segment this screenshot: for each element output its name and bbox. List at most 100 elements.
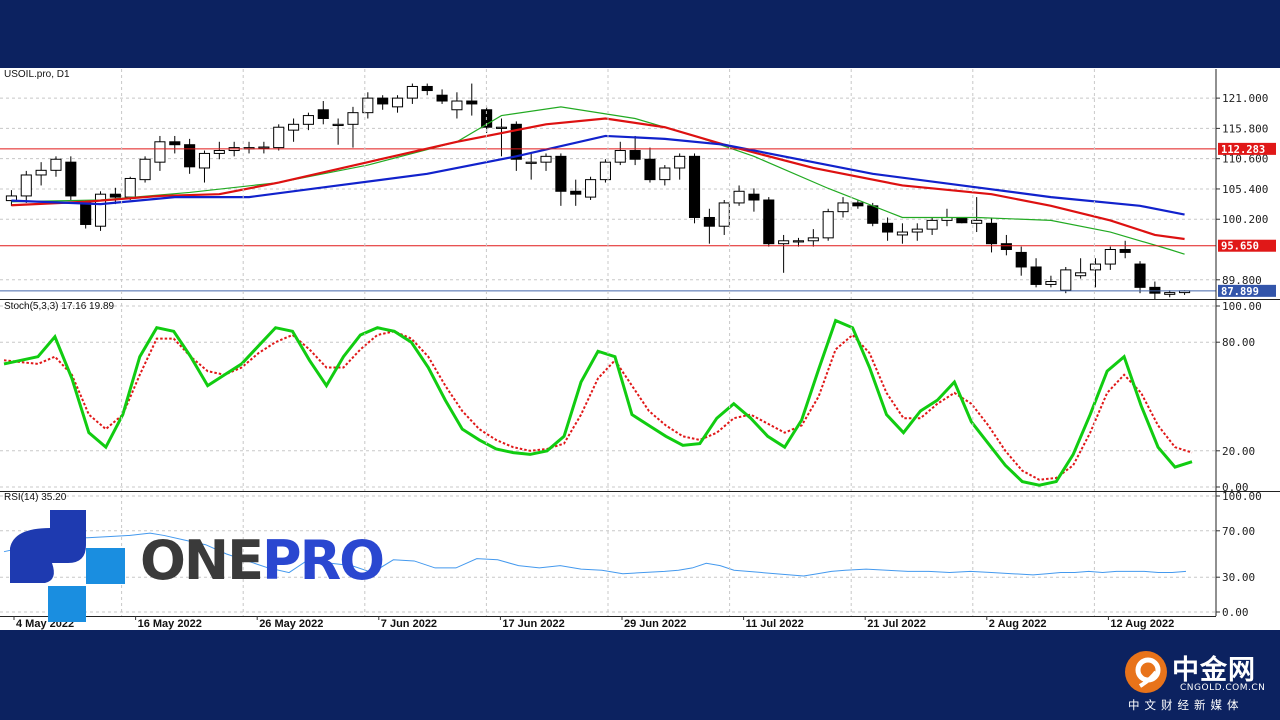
level-label: 87.899 (1221, 286, 1259, 298)
candle-body (644, 158, 656, 181)
price-tick-label: 110.600 (1222, 153, 1268, 166)
chart-background (0, 68, 1280, 630)
x-tick-label: 21 Jul 2022 (867, 618, 926, 630)
candle-body (956, 216, 968, 224)
cngold-domain: CNGOLD.COM.CN (1180, 683, 1266, 693)
x-tick-label: 11 Jul 2022 (746, 618, 804, 630)
candle-body (436, 94, 448, 102)
candle-body (35, 169, 47, 176)
candle-body (377, 97, 389, 105)
candle-body (406, 85, 418, 99)
candle-body (5, 195, 17, 202)
stoch-signal-line (3, 330, 1193, 481)
x-tick-label: 2 Aug 2022 (989, 618, 1047, 630)
cngold-logo-icon (1125, 651, 1167, 693)
cngold-name: 中金网 (1172, 655, 1256, 686)
moving-average-line (11, 134, 1185, 216)
x-tick-label: 29 Jun 2022 (624, 618, 686, 630)
candle-body (421, 85, 433, 92)
x-tick-label: 7 Jun 2022 (381, 618, 437, 630)
candle-body (154, 141, 166, 163)
candle-body (1045, 281, 1057, 285)
candle-body (94, 193, 107, 227)
candle-body (288, 123, 300, 131)
candle-body (525, 161, 537, 164)
candle-body (822, 211, 834, 239)
level-label: 112.283 (1221, 144, 1265, 156)
rsi-tick-label: 0.00 (1222, 606, 1249, 619)
candle-body (391, 97, 404, 108)
candle-body (347, 112, 359, 125)
rsi-tick-label: 100.00 (1222, 490, 1262, 503)
level-label: 95.650 (1221, 241, 1259, 253)
onepro-wordmark: ONEPRO (140, 534, 385, 588)
candle-body (109, 193, 121, 198)
candle-body (317, 109, 329, 119)
candle-body (778, 240, 790, 245)
rsi-tick-label: 70.00 (1222, 525, 1255, 538)
onepro-logo-icon (10, 510, 125, 622)
candle-body (896, 231, 908, 236)
candle-body (1075, 272, 1087, 277)
candle-body (184, 144, 196, 168)
x-tick-label: 26 May 2022 (259, 618, 323, 630)
candle-body (807, 237, 819, 242)
candle-body (50, 158, 62, 171)
candle-body (718, 202, 730, 227)
level-box (1218, 284, 1276, 297)
candle-body (867, 205, 879, 224)
axes: 121.000 115.800 110.600 105.400 100.200 89.80… (0, 69, 1280, 630)
rsi-tick-label: 30.00 (1222, 571, 1255, 584)
price-tick-label: 100.200 (1222, 213, 1268, 226)
level-box (1218, 239, 1276, 252)
candle-body (332, 123, 344, 127)
symbol-label: USOIL.pro, D1 (4, 69, 70, 80)
candle-body (733, 190, 745, 204)
candle-body (139, 158, 151, 181)
stoch-main-line (3, 318, 1193, 487)
candle-body (1000, 243, 1012, 251)
candle-body (495, 126, 508, 129)
stoch-title: Stoch(5,3,3) 17.16 19.89 (4, 301, 115, 312)
candle-body (555, 155, 567, 192)
candle-body (80, 202, 92, 225)
candle-body (1060, 269, 1072, 291)
candle-body (258, 146, 270, 149)
candle-body (985, 222, 998, 245)
candle-body (882, 222, 894, 233)
candle-body (614, 150, 626, 163)
candle-body (792, 240, 805, 243)
candle-body (451, 100, 463, 111)
stoch-tick-label: 100.00 (1222, 300, 1262, 313)
x-tick-label: 12 Aug 2022 (1110, 618, 1174, 630)
price-tick-label: 115.800 (1222, 122, 1268, 135)
candle-body (674, 155, 686, 169)
candle-body (1164, 292, 1176, 295)
candle-body (659, 167, 671, 181)
onepro-wordmark-pro: PRO (262, 529, 385, 592)
candle-body (20, 174, 32, 197)
price-tick-label: 121.000 (1222, 92, 1268, 105)
candle-body (1089, 263, 1102, 271)
candle-body (585, 179, 597, 198)
candle-body (1104, 249, 1116, 265)
candle-body (510, 123, 522, 160)
stoch-tick-label: 80.00 (1222, 336, 1255, 349)
price-tick-label: 105.400 (1222, 183, 1268, 196)
candle-body (65, 161, 77, 197)
candle-body (273, 126, 285, 149)
candle-body (213, 150, 225, 154)
candle-body (302, 115, 314, 125)
stoch-tick-label: 0.00 (1222, 481, 1249, 494)
candle-body (169, 141, 181, 146)
candle-body (926, 219, 938, 230)
candle-body (703, 216, 715, 227)
cngold-tagline: 中文财经新媒体 (1128, 698, 1244, 712)
candle-body (688, 155, 701, 218)
onepro-wordmark-one: ONE (140, 529, 264, 592)
candle-body (1119, 249, 1131, 253)
price-tick-label: 89.800 (1222, 274, 1262, 287)
candle-body (852, 202, 864, 207)
candle-body (198, 152, 211, 169)
